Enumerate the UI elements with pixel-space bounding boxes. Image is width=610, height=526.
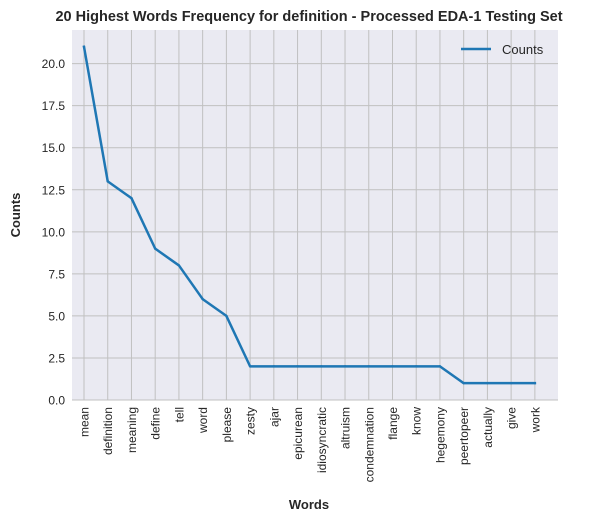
x-tick-label: word bbox=[196, 407, 210, 434]
x-tick-label: give bbox=[505, 407, 519, 429]
data-point bbox=[296, 365, 298, 367]
x-tick-label: know bbox=[410, 407, 424, 435]
data-point bbox=[534, 382, 536, 384]
x-tick-label: actually bbox=[481, 407, 495, 448]
y-tick-label: 0.0 bbox=[48, 394, 65, 408]
x-tick-label: hegemony bbox=[433, 407, 447, 463]
x-tick-label: please bbox=[220, 407, 234, 443]
data-point bbox=[462, 382, 464, 384]
data-point bbox=[368, 365, 370, 367]
x-tick-label: definition bbox=[101, 407, 115, 455]
y-tick-label: 2.5 bbox=[48, 351, 65, 365]
plot-area bbox=[72, 30, 558, 400]
data-point bbox=[130, 197, 132, 199]
data-point bbox=[439, 365, 441, 367]
data-point bbox=[154, 247, 156, 249]
x-tick-label: define bbox=[149, 407, 163, 440]
x-tick-label: flange bbox=[386, 407, 400, 440]
y-tick-label: 15.0 bbox=[42, 141, 66, 155]
x-tick-label: zesty bbox=[244, 407, 258, 435]
x-tick-label: idiosyncratic bbox=[315, 407, 329, 473]
x-tick-label: peertopeer bbox=[457, 407, 471, 465]
data-point bbox=[201, 298, 203, 300]
data-point bbox=[486, 382, 488, 384]
chart-title: 20 Highest Words Frequency for definitio… bbox=[55, 9, 562, 25]
x-tick-label: tell bbox=[172, 407, 186, 422]
x-tick-label: mean bbox=[78, 407, 92, 437]
data-point bbox=[83, 46, 85, 48]
y-axis-label: Counts bbox=[8, 193, 23, 238]
x-tick-label: meaning bbox=[125, 407, 139, 453]
x-tick-label: condemnation bbox=[362, 407, 376, 482]
y-tick-label: 5.0 bbox=[48, 309, 65, 323]
data-point bbox=[273, 365, 275, 367]
y-tick-label: 20.0 bbox=[42, 57, 66, 71]
data-point bbox=[249, 365, 251, 367]
data-point bbox=[320, 365, 322, 367]
legend-label-counts: Counts bbox=[502, 42, 544, 57]
x-tick-label: epicurean bbox=[291, 407, 305, 460]
x-tick-label: work bbox=[528, 406, 542, 433]
x-tick-label: altruism bbox=[339, 407, 353, 449]
y-tick-label: 10.0 bbox=[42, 225, 66, 239]
data-point bbox=[415, 365, 417, 367]
y-tick-label: 12.5 bbox=[42, 183, 66, 197]
data-point bbox=[225, 315, 227, 317]
x-axis-label: Words bbox=[289, 497, 329, 512]
data-point bbox=[510, 382, 512, 384]
data-point bbox=[391, 365, 393, 367]
data-point bbox=[107, 180, 109, 182]
data-point bbox=[344, 365, 346, 367]
x-tick-label: ajar bbox=[267, 407, 281, 427]
data-point bbox=[178, 264, 180, 266]
y-tick-label: 17.5 bbox=[42, 99, 66, 113]
y-tick-label: 7.5 bbox=[48, 267, 65, 281]
